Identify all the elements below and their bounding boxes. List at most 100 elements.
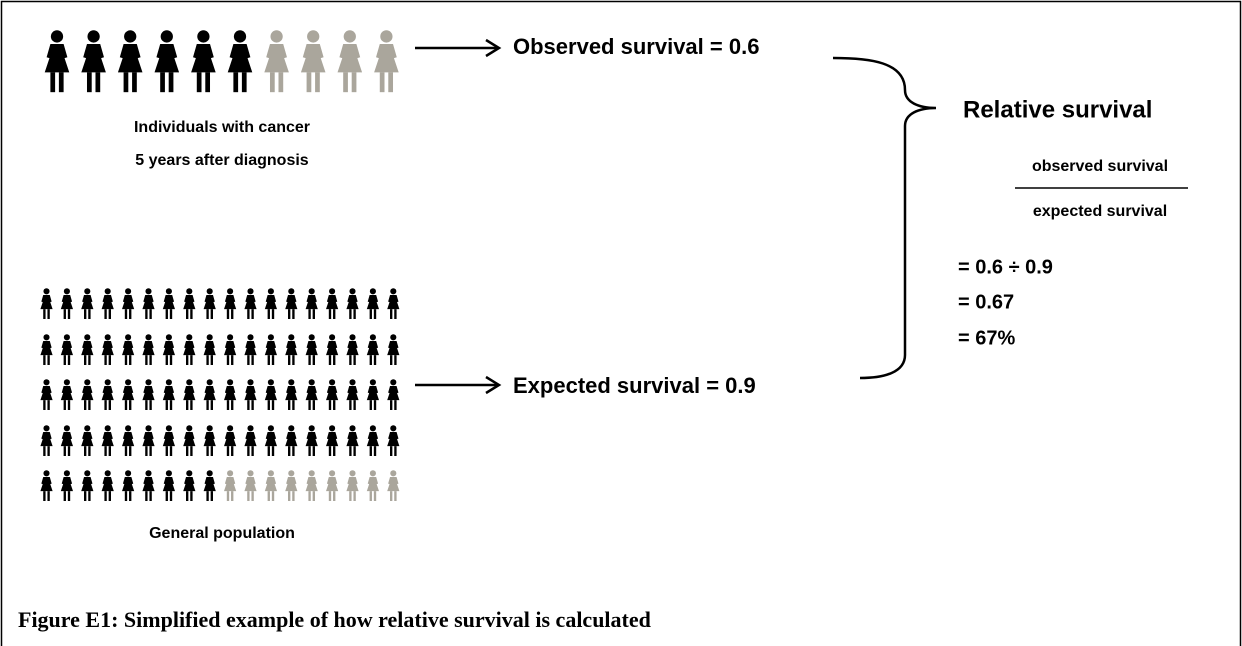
group-label: Individuals with cancer — [134, 119, 310, 136]
person-icon — [387, 425, 400, 456]
person-icon — [162, 288, 176, 319]
person-icon — [162, 379, 176, 410]
person-icon — [121, 379, 135, 410]
person-icon — [101, 470, 114, 501]
person-icon — [142, 334, 155, 365]
person-icon — [121, 470, 135, 501]
person-icon — [117, 30, 143, 93]
person-icon — [305, 334, 318, 365]
numerator: observed survival — [1032, 158, 1168, 175]
person-icon — [387, 470, 400, 501]
person-icon — [203, 425, 216, 456]
person-icon — [244, 334, 257, 365]
person-icon — [81, 30, 106, 93]
person-icon — [162, 425, 176, 456]
result-text: Observed survival = 0.6 — [513, 34, 759, 59]
person-icon — [227, 30, 253, 93]
person-icon — [366, 425, 380, 456]
person-icon — [81, 288, 94, 319]
person-icon — [60, 334, 74, 365]
person-icon — [285, 379, 298, 410]
person-icon — [387, 288, 400, 319]
person-icon — [203, 379, 216, 410]
person-icon — [264, 288, 278, 319]
person-icon — [346, 288, 359, 319]
arrow — [415, 38, 502, 58]
person-icon — [300, 30, 326, 93]
person-icon — [162, 470, 176, 501]
brace — [832, 56, 937, 380]
person-icon — [101, 379, 114, 410]
group-label: 5 years after diagnosis — [135, 152, 309, 169]
denominator: expected survival — [1033, 203, 1167, 220]
person-icon — [305, 379, 318, 410]
person-icon — [374, 30, 399, 93]
person-icon — [223, 379, 237, 410]
step: = 0.67 — [958, 291, 1014, 313]
person-icon — [346, 425, 359, 456]
person-icon — [40, 425, 53, 456]
person-icon — [81, 379, 94, 410]
person-icon — [223, 470, 237, 501]
person-icon — [40, 379, 53, 410]
person-icon — [285, 470, 298, 501]
person-icon — [60, 470, 74, 501]
person-icon — [203, 288, 216, 319]
result-text: Expected survival = 0.9 — [513, 373, 756, 398]
person-icon — [325, 288, 339, 319]
person-icon — [366, 470, 380, 501]
person-icon — [142, 470, 155, 501]
person-icon — [60, 288, 74, 319]
person-icon — [264, 425, 278, 456]
person-icon — [264, 30, 289, 93]
person-icon — [40, 288, 53, 319]
person-icon — [81, 470, 94, 501]
person-icon — [183, 379, 196, 410]
person-icon — [244, 379, 257, 410]
person-icon — [142, 288, 155, 319]
person-icon — [366, 334, 380, 365]
person-icon — [305, 288, 318, 319]
person-icon — [244, 470, 257, 501]
person-icon — [154, 30, 180, 93]
group-label: General population — [149, 525, 295, 542]
person-icon — [244, 425, 257, 456]
person-icon — [305, 425, 318, 456]
person-icon — [183, 288, 196, 319]
person-icon — [183, 425, 196, 456]
person-icon — [346, 470, 359, 501]
person-icon — [142, 379, 155, 410]
person-icon — [223, 288, 237, 319]
person-icon — [387, 334, 400, 365]
person-icon — [264, 379, 278, 410]
person-icon — [366, 288, 380, 319]
person-icon — [101, 288, 114, 319]
person-icon — [162, 334, 176, 365]
person-icon — [387, 379, 400, 410]
person-icon — [366, 379, 380, 410]
person-icon — [285, 334, 298, 365]
person-icon — [191, 30, 216, 93]
person-icon — [183, 334, 196, 365]
person-icon — [81, 425, 94, 456]
step: = 0.6 ÷ 0.9 — [958, 256, 1053, 278]
person-icon — [346, 379, 359, 410]
person-icon — [285, 425, 298, 456]
person-icon — [203, 334, 216, 365]
person-icon — [121, 288, 135, 319]
person-icon — [346, 334, 359, 365]
icon-groups — [40, 30, 400, 501]
person-icon — [40, 334, 53, 365]
person-icon — [325, 425, 339, 456]
person-icon — [121, 334, 135, 365]
person-icon — [101, 425, 114, 456]
person-icon — [264, 334, 278, 365]
person-icon — [223, 334, 237, 365]
person-icon — [60, 425, 74, 456]
person-icon — [40, 470, 53, 501]
person-icon — [142, 425, 155, 456]
person-icon — [325, 470, 339, 501]
person-icon — [264, 470, 278, 501]
